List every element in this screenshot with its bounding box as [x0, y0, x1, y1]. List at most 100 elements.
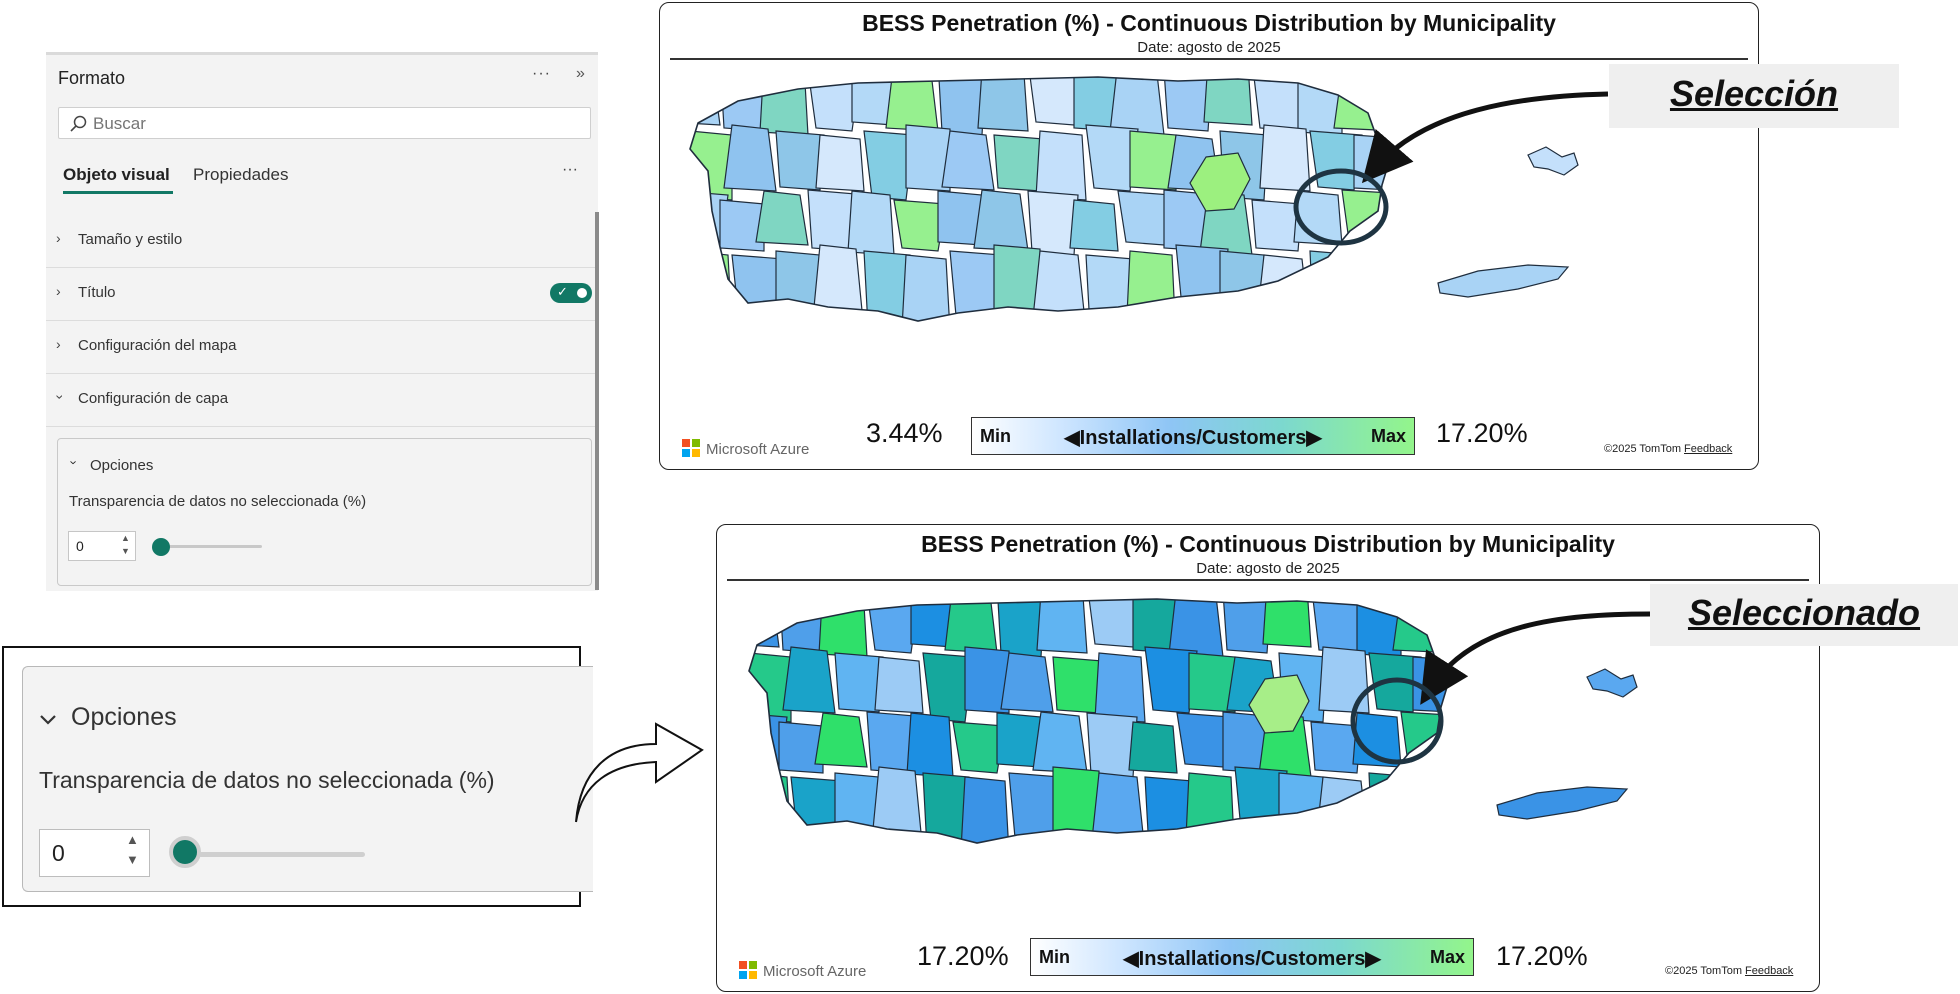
transparency-slider-handle[interactable]	[152, 538, 170, 556]
transparency-label: Transparencia de datos no seleccionada (…	[69, 493, 367, 510]
tab-objeto-visual[interactable]: Objeto visual	[63, 165, 170, 184]
tab-active-indicator	[63, 191, 173, 194]
more-icon[interactable]: ···	[532, 65, 551, 82]
selection-circle-top	[1293, 168, 1389, 246]
municipality	[1310, 721, 1362, 774]
legend-min-label: Min	[1039, 947, 1070, 967]
pane-title: Formato	[58, 68, 126, 88]
municipality	[1259, 124, 1311, 192]
municipality	[814, 712, 868, 768]
format-pane: Formato ··· » Objeto visual Propiedades …	[46, 52, 598, 591]
municipality	[1069, 199, 1119, 252]
color-legend: Min ◀Installations/Customers▶ Max	[971, 417, 1415, 455]
chevron-right-icon: ›	[56, 336, 61, 352]
stepper-up-icon[interactable]: ▲	[126, 832, 139, 847]
zoomed-transparency-input[interactable]: 0 ▲ ▼	[39, 829, 150, 877]
zoomed-options-panel: Opciones Transparencia de datos no selec…	[2, 646, 593, 907]
section-label: Configuración del mapa	[78, 337, 237, 354]
municipality	[834, 652, 884, 713]
municipality	[1203, 77, 1253, 126]
search-input[interactable]	[93, 113, 573, 135]
options-title[interactable]: Opciones	[90, 457, 154, 474]
culebra-island	[1586, 668, 1638, 698]
municipality	[778, 721, 824, 774]
microsoft-logo-icon	[739, 961, 757, 979]
section-titulo[interactable]: › Título ✓	[46, 268, 598, 321]
municipality	[723, 124, 777, 192]
tabs-more-icon[interactable]: ···	[562, 161, 578, 178]
search-icon	[70, 115, 87, 132]
section-tamano-estilo[interactable]: › Tamaño y estilo	[46, 215, 598, 268]
map-title: BESS Penetration (%) - Continuous Distri…	[921, 531, 1615, 557]
stepper-down-icon[interactable]: ▼	[126, 852, 139, 867]
azure-attribution: Microsoft Azure	[739, 961, 866, 980]
municipality	[815, 134, 865, 192]
feedback-link[interactable]: Feedback	[1684, 443, 1733, 455]
municipality	[863, 130, 915, 201]
choropleth-map[interactable]	[737, 583, 1807, 939]
municipality	[874, 656, 924, 714]
municipality	[1129, 130, 1177, 191]
municipality	[782, 646, 836, 714]
municipality	[1318, 646, 1370, 714]
municipality	[922, 652, 974, 723]
culebra-island	[1527, 146, 1579, 176]
tab-propiedades[interactable]: Propiedades	[193, 165, 289, 184]
chevron-down-icon[interactable]	[39, 713, 57, 727]
transparency-slider-track[interactable]	[154, 545, 262, 548]
municipality	[775, 130, 825, 191]
municipality	[1251, 199, 1303, 252]
zoomed-transparency-label: Transparencia de datos no seleccionada (…	[39, 767, 495, 793]
chevron-right-icon: ›	[56, 230, 61, 246]
municipality	[1035, 130, 1087, 201]
legend-center-label: ◀Installations/Customers▶	[1064, 427, 1322, 449]
section-configuracion-capa[interactable]: › Configuración de capa	[46, 374, 598, 427]
callout-label-top: Selección	[1609, 64, 1899, 128]
copyright-text: ©2025 TomTom	[1604, 443, 1681, 455]
zoomed-slider-handle[interactable]	[169, 836, 201, 868]
section-label: Título	[78, 284, 116, 301]
vieques-island	[1496, 786, 1629, 820]
feedback-link[interactable]: Feedback	[1745, 965, 1794, 977]
legend-center-label: ◀Installations/Customers▶	[1123, 948, 1381, 970]
legend-max-value: 17.20%	[1496, 941, 1588, 971]
azure-label: Microsoft Azure	[706, 441, 810, 458]
title-toggle[interactable]: ✓	[550, 283, 592, 303]
municipality	[1144, 646, 1198, 714]
map-card-bottom[interactable]: BESS Penetration (%) - Continuous Distri…	[716, 524, 1820, 992]
section-configuracion-mapa[interactable]: › Configuración del mapa	[46, 321, 598, 374]
legend-min-label: Min	[980, 426, 1011, 446]
island-outline	[748, 598, 1448, 844]
stepper-up-icon[interactable]: ▲	[121, 533, 130, 543]
section-label: Tamaño y estilo	[78, 231, 183, 248]
stepper-down-icon[interactable]: ▼	[121, 546, 130, 556]
color-legend: Min ◀Installations/Customers▶ Max	[1030, 938, 1474, 976]
municipality	[1000, 652, 1054, 713]
options-card: › Opciones Transparencia de datos no sel…	[57, 438, 592, 586]
selection-circle-bottom	[1350, 677, 1444, 765]
municipality	[901, 254, 951, 321]
section-label: Configuración de capa	[78, 390, 229, 407]
title-rule	[727, 579, 1809, 581]
zoomed-options-title[interactable]: Opciones	[71, 703, 177, 731]
municipality	[719, 199, 765, 252]
zoomed-transparency-value: 0	[52, 840, 65, 866]
toggle-knob	[577, 288, 587, 298]
title-rule	[670, 58, 1748, 60]
municipality	[977, 77, 1029, 132]
municipality	[952, 721, 1006, 774]
choropleth-map[interactable]	[678, 61, 1748, 417]
search-box	[58, 107, 591, 139]
municipality	[960, 776, 1010, 843]
municipality	[1094, 652, 1146, 723]
chevron-double-right-icon[interactable]: »	[576, 65, 585, 82]
map-card-top[interactable]: BESS Penetration (%) - Continuous Distri…	[659, 2, 1759, 470]
zoomed-options-card: Opciones Transparencia de datos no selec…	[22, 666, 593, 892]
microsoft-logo-icon	[682, 439, 700, 457]
selected-municipality	[1248, 674, 1310, 734]
transparency-number-input[interactable]: 0 ▲ ▼	[68, 531, 136, 561]
zoomed-slider-track[interactable]	[185, 852, 365, 857]
municipality	[1128, 721, 1178, 774]
selected-municipality	[1189, 152, 1251, 212]
pane-scrollbar[interactable]	[595, 212, 599, 590]
